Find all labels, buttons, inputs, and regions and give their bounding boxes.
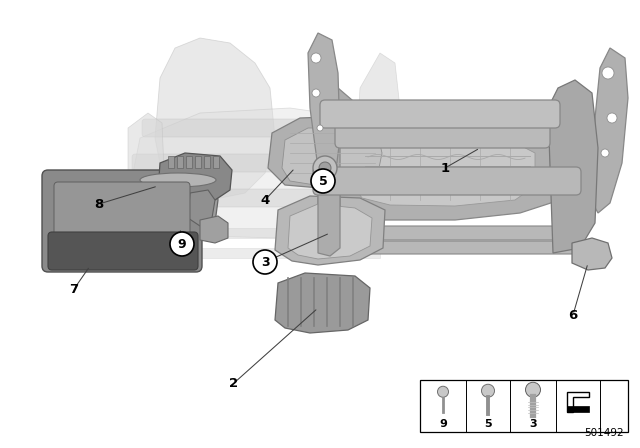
Circle shape — [311, 169, 335, 193]
Circle shape — [312, 89, 320, 97]
Polygon shape — [308, 33, 340, 178]
Polygon shape — [355, 53, 400, 183]
Circle shape — [313, 156, 337, 180]
Text: 8: 8 — [94, 198, 104, 211]
FancyBboxPatch shape — [142, 119, 378, 137]
Polygon shape — [355, 136, 535, 206]
Polygon shape — [572, 238, 612, 270]
FancyBboxPatch shape — [137, 189, 378, 207]
Circle shape — [311, 53, 321, 63]
Text: 7: 7 — [69, 283, 79, 296]
Text: 5: 5 — [484, 419, 492, 429]
Bar — [567, 406, 589, 412]
Polygon shape — [158, 153, 232, 204]
Polygon shape — [275, 273, 370, 333]
Bar — [135, 248, 380, 258]
Text: 4: 4 — [260, 194, 269, 207]
Polygon shape — [288, 204, 372, 259]
Polygon shape — [350, 118, 395, 233]
Bar — [204, 156, 210, 168]
Bar — [177, 156, 183, 168]
Text: 9: 9 — [439, 419, 447, 429]
Bar — [130, 228, 385, 238]
FancyBboxPatch shape — [42, 170, 202, 272]
Circle shape — [317, 125, 323, 131]
Text: 6: 6 — [568, 309, 578, 322]
Circle shape — [525, 382, 541, 397]
Circle shape — [602, 67, 614, 79]
Circle shape — [438, 386, 449, 397]
Text: 9: 9 — [178, 237, 186, 250]
Polygon shape — [548, 80, 598, 253]
FancyBboxPatch shape — [320, 100, 560, 128]
Polygon shape — [320, 113, 575, 220]
Bar — [420, 380, 628, 432]
FancyBboxPatch shape — [48, 232, 198, 270]
Polygon shape — [567, 392, 589, 412]
Text: 1: 1 — [440, 161, 449, 175]
Polygon shape — [188, 190, 215, 226]
FancyBboxPatch shape — [313, 167, 581, 195]
Text: 3: 3 — [529, 419, 537, 429]
Circle shape — [253, 250, 277, 274]
Text: 3: 3 — [260, 255, 269, 268]
Bar — [168, 156, 174, 168]
Polygon shape — [275, 196, 385, 265]
FancyBboxPatch shape — [318, 241, 577, 254]
Circle shape — [319, 162, 331, 174]
Polygon shape — [140, 178, 218, 240]
Polygon shape — [590, 48, 628, 213]
Bar — [195, 156, 201, 168]
Bar — [213, 156, 219, 168]
Polygon shape — [318, 168, 340, 223]
Circle shape — [170, 232, 194, 256]
Polygon shape — [155, 38, 275, 200]
Polygon shape — [282, 128, 382, 185]
Circle shape — [607, 113, 617, 123]
Polygon shape — [318, 88, 352, 256]
Ellipse shape — [140, 173, 216, 187]
Text: 5: 5 — [319, 175, 328, 188]
Circle shape — [481, 384, 495, 397]
Polygon shape — [200, 216, 228, 243]
FancyBboxPatch shape — [132, 154, 381, 172]
Text: 501492: 501492 — [584, 428, 624, 438]
Text: 2: 2 — [229, 376, 239, 389]
Polygon shape — [128, 113, 165, 218]
FancyBboxPatch shape — [335, 122, 550, 148]
Polygon shape — [268, 116, 395, 188]
FancyBboxPatch shape — [316, 226, 582, 240]
FancyBboxPatch shape — [54, 182, 190, 260]
Polygon shape — [130, 108, 385, 238]
Circle shape — [601, 149, 609, 157]
Bar — [186, 156, 192, 168]
